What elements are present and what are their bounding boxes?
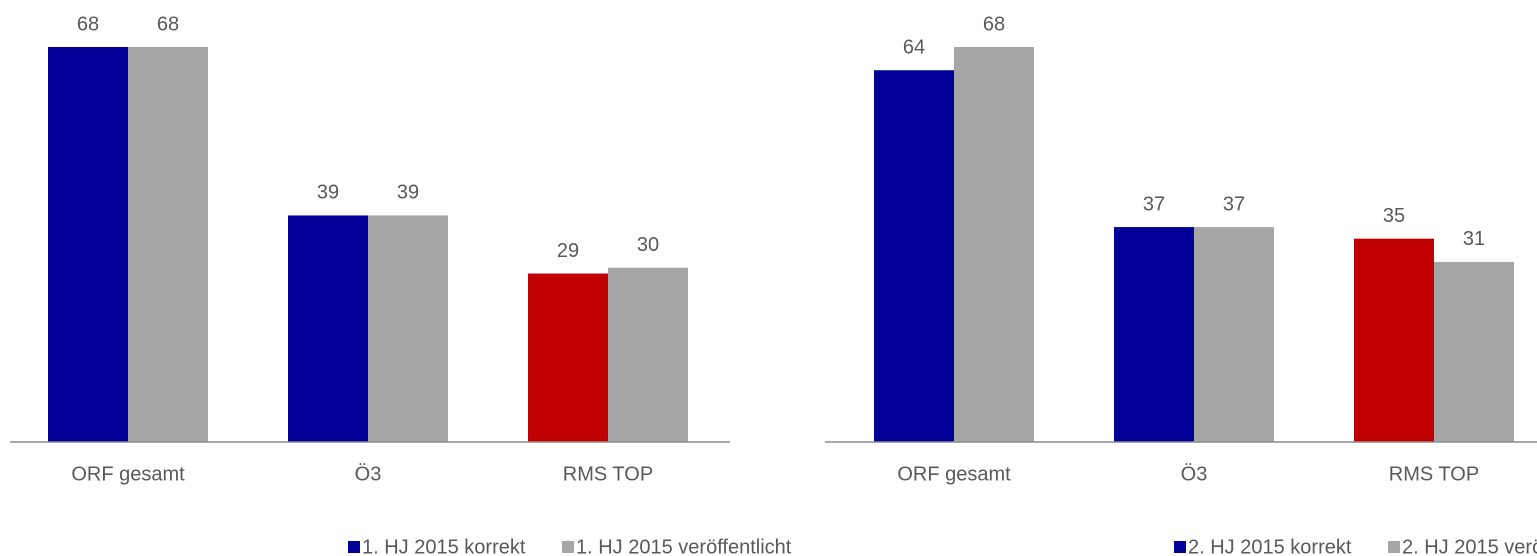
bar [528, 273, 608, 442]
x-tick-label: RMS TOP [563, 463, 653, 485]
data-label: 35 [1383, 205, 1405, 227]
bar [1354, 238, 1434, 442]
x-tick-label: ORF gesamt [71, 463, 185, 485]
x-tick-label: Ö3 [355, 463, 382, 485]
data-label: 37 [1143, 193, 1165, 215]
legend-swatch [1174, 541, 1186, 553]
bar [954, 47, 1034, 442]
legend-swatch [1388, 541, 1400, 553]
x-tick-label: ORF gesamt [897, 463, 1011, 485]
data-label: 37 [1223, 193, 1245, 215]
bar [608, 267, 688, 442]
bar [48, 47, 128, 442]
bar [1194, 227, 1274, 442]
bar [874, 70, 954, 442]
bar [1434, 261, 1514, 442]
legend-label: 1. HJ 2015 korrekt [362, 536, 526, 556]
x-tick-label: RMS TOP [1389, 463, 1479, 485]
data-label: 39 [397, 182, 419, 204]
bar [368, 215, 448, 442]
data-label: 30 [637, 234, 659, 256]
data-label: 39 [317, 182, 339, 204]
bar [128, 47, 208, 442]
data-label: 29 [557, 240, 579, 262]
legend-label: 1. HJ 2015 veröffentlicht [576, 536, 792, 556]
data-label: 64 [903, 37, 925, 59]
legend-label: 2. HJ 2015 veröffentlicht [1402, 536, 1537, 556]
legend-swatch [348, 541, 360, 553]
data-label: 68 [157, 13, 179, 35]
data-label: 31 [1463, 228, 1485, 250]
legend-label: 2. HJ 2015 korrekt [1188, 536, 1352, 556]
data-label: 68 [77, 13, 99, 35]
bar [1114, 227, 1194, 442]
bar [288, 215, 368, 442]
legend-swatch [562, 541, 574, 553]
x-tick-label: Ö3 [1181, 463, 1208, 485]
data-label: 68 [983, 13, 1005, 35]
